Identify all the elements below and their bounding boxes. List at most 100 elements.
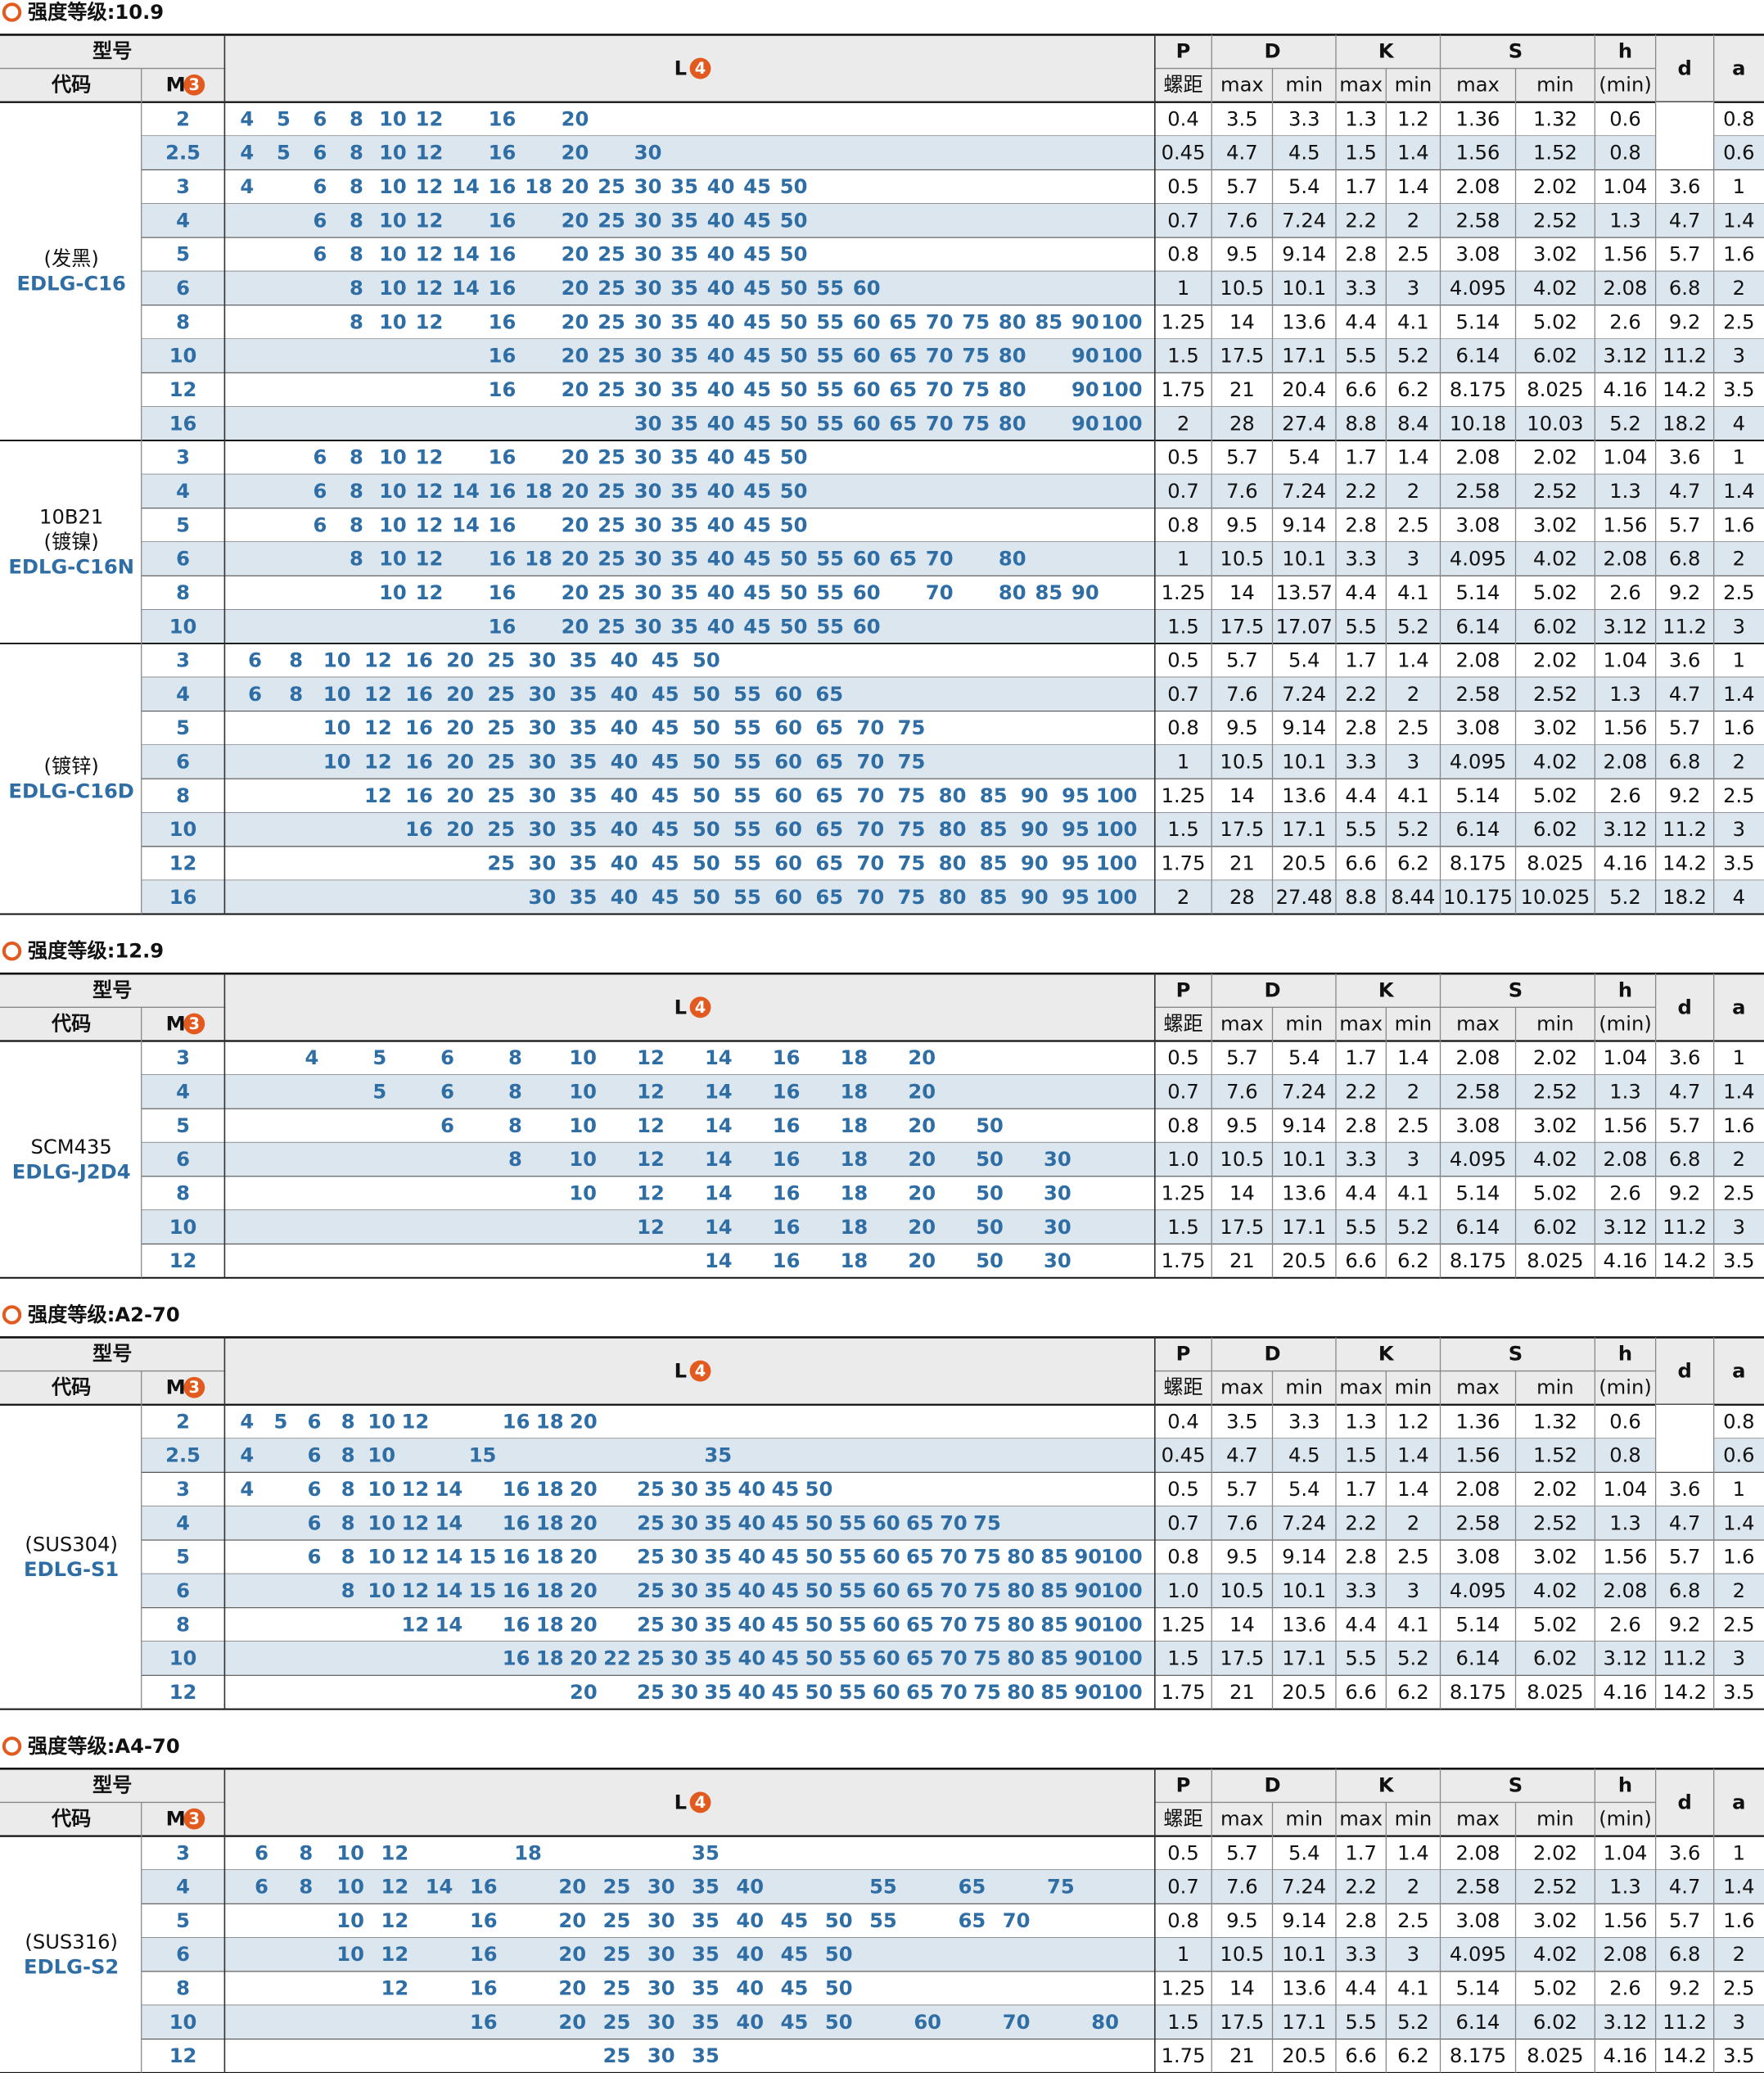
length-option: 20 <box>558 1909 586 1932</box>
length-option: 60 <box>914 2011 941 2034</box>
length-option: 20 <box>570 1478 598 1501</box>
length-option: 35 <box>670 243 698 266</box>
spec-value: 1.3 <box>1609 209 1641 232</box>
length-option: 75 <box>898 818 926 841</box>
spec-value: 2.52 <box>1533 1511 1577 1534</box>
spec-value: 1 <box>1733 175 1745 198</box>
m-size: 6 <box>176 277 190 300</box>
spec-value: 2.58 <box>1456 683 1500 706</box>
length-option: 90 <box>1071 310 1099 333</box>
length-option: 8 <box>299 1841 313 1864</box>
badge-number: 4 <box>695 1362 706 1380</box>
length-option: 16 <box>470 1943 498 1966</box>
spec-value: 0.4 <box>1167 1410 1199 1433</box>
length-option: 35 <box>670 310 698 333</box>
length-option: 55 <box>839 1613 867 1636</box>
spec-value: 6.02 <box>1533 2011 1577 2034</box>
length-option: 10 <box>569 1148 597 1171</box>
length-option: 40 <box>736 1943 764 1966</box>
length-option: 10 <box>569 1080 597 1103</box>
length-option: 55 <box>733 751 761 774</box>
header-p: P <box>1176 1343 1191 1366</box>
length-option: 16 <box>489 310 517 333</box>
length-option: 20 <box>562 345 589 368</box>
spec-value: 1.4 <box>1397 1046 1429 1069</box>
spec-value: 3.12 <box>1604 1647 1648 1670</box>
spec-value: 2.2 <box>1345 683 1377 706</box>
spec-value: 3 <box>1733 345 1745 368</box>
spec-value: 0.45 <box>1162 142 1206 165</box>
length-option: 60 <box>873 1546 900 1569</box>
length-option: 20 <box>562 615 589 638</box>
spec-value: 5.02 <box>1533 1613 1577 1636</box>
length-option: 50 <box>825 1909 853 1932</box>
length-option: 25 <box>598 310 625 333</box>
spec-value: 1.7 <box>1345 1046 1377 1069</box>
header-max: max <box>1339 1013 1383 1036</box>
spec-value: 2.6 <box>1609 581 1641 604</box>
length-option: 20 <box>446 683 474 706</box>
header-h: h <box>1618 1343 1632 1366</box>
spec-value: 1.7 <box>1345 649 1377 672</box>
length-option: 35 <box>704 1511 732 1534</box>
length-option: 40 <box>736 1977 764 2000</box>
length-option: 6 <box>440 1114 454 1137</box>
spec-value: 11.2 <box>1662 818 1707 841</box>
length-option: 16 <box>773 1148 801 1171</box>
m-size: 8 <box>176 581 190 604</box>
spec-value: 0.4 <box>1167 107 1199 130</box>
length-option: 35 <box>692 2011 720 2034</box>
length-option: 60 <box>853 378 881 401</box>
m-size: 3 <box>176 446 190 469</box>
row-shade <box>141 541 1764 576</box>
header-d-upper: D <box>1264 1343 1280 1366</box>
m-size: 4 <box>176 1876 190 1899</box>
length-option: 8 <box>508 1080 522 1103</box>
length-option: 100 <box>1101 310 1143 333</box>
spec-value: 1.2 <box>1397 1410 1429 1433</box>
spec-value: 4.095 <box>1450 277 1506 300</box>
spec-value: 1.7 <box>1345 1841 1377 1864</box>
length-option: 85 <box>1040 1681 1068 1704</box>
header-h: h <box>1618 40 1632 63</box>
length-option: 45 <box>772 1546 800 1569</box>
length-option: 8 <box>508 1114 522 1137</box>
m-size: 4 <box>176 480 190 503</box>
spec-value: 14 <box>1229 581 1255 604</box>
length-option: 16 <box>470 2011 498 2034</box>
length-option: 100 <box>1101 345 1143 368</box>
length-option: 85 <box>1040 1613 1068 1636</box>
spec-value: 2.5 <box>1397 243 1429 266</box>
length-option: 35 <box>692 1841 720 1864</box>
length-option: 35 <box>692 1876 720 1899</box>
spec-value: 2 <box>1733 1148 1745 1171</box>
spec-value: 11.2 <box>1662 615 1707 638</box>
spec-value: 1.5 <box>1167 1647 1199 1670</box>
length-option: 30 <box>647 1909 675 1932</box>
spec-value: 4.02 <box>1533 1579 1577 1602</box>
spec-value: 4.16 <box>1604 378 1648 401</box>
spec-value: 0.7 <box>1167 683 1199 706</box>
product-code: EDLG-C16N <box>8 556 134 579</box>
length-option: 16 <box>503 1410 530 1433</box>
spec-value: 1.4 <box>1723 683 1755 706</box>
length-option: 18 <box>525 175 553 198</box>
spec-value: 0.5 <box>1167 649 1199 672</box>
spec-value: 5.4 <box>1288 175 1320 198</box>
length-option: 30 <box>529 751 557 774</box>
spec-value: 10.1 <box>1282 1579 1326 1602</box>
header-a: a <box>1732 1791 1745 1813</box>
length-option: 95 <box>1062 886 1090 909</box>
spec-value: 5.2 <box>1397 1647 1429 1670</box>
length-option: 50 <box>693 683 720 706</box>
length-option: 8 <box>350 142 363 165</box>
spec-value: 4 <box>1733 412 1745 435</box>
spec-value: 4.16 <box>1604 2044 1648 2067</box>
length-option: 65 <box>889 345 917 368</box>
spec-value: 10.1 <box>1282 1148 1326 1171</box>
length-option: 75 <box>973 1681 1001 1704</box>
spec-value: 13.6 <box>1282 1977 1326 2000</box>
spec-value: 3 <box>1407 751 1419 774</box>
spec-value: 5.4 <box>1288 1841 1320 1864</box>
length-option: 16 <box>489 548 517 571</box>
